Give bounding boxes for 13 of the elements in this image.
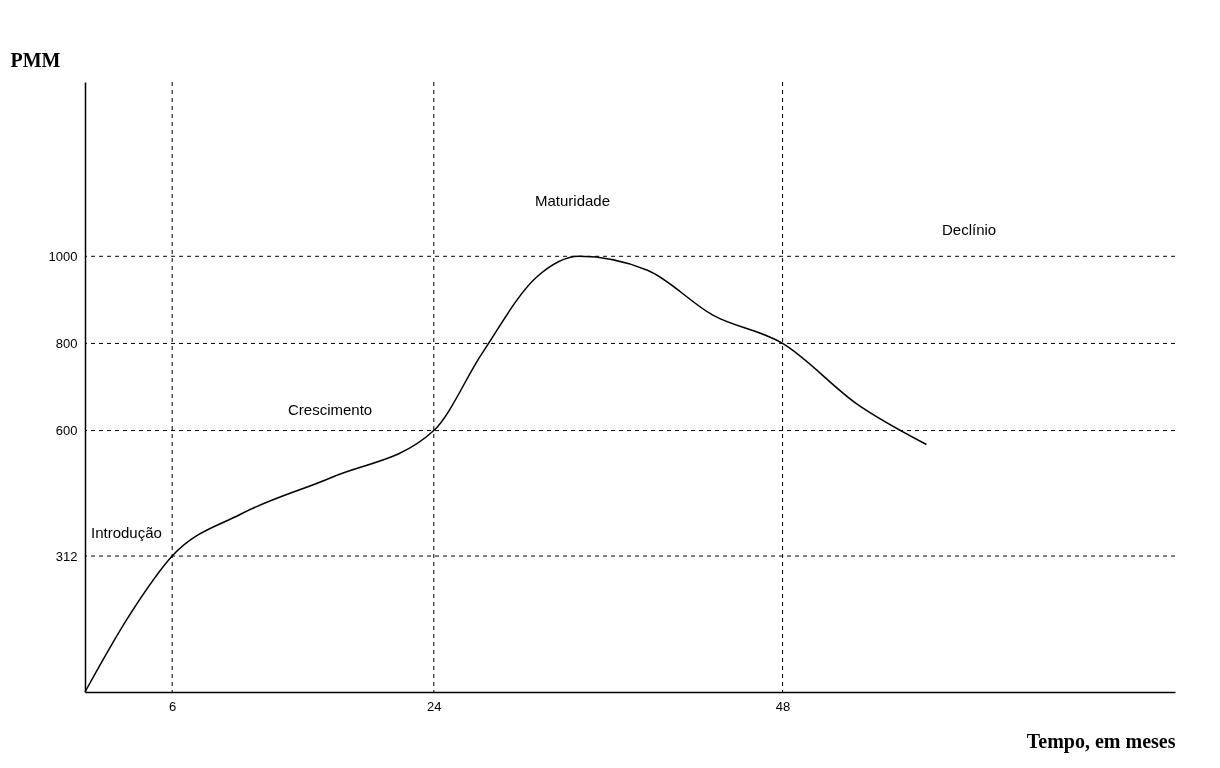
x-tick-label: 6	[169, 698, 177, 714]
y-tick-label: 312	[55, 548, 78, 564]
y-tick-label: 800	[55, 335, 78, 351]
y-axis-title: PMM	[10, 48, 61, 71]
annotation: Declínio	[942, 221, 997, 238]
x-axis-title: Tempo, em meses	[1026, 729, 1176, 753]
y-tick-label: 1000	[48, 248, 78, 264]
x-tick-label: 24	[427, 698, 442, 714]
y-tick-label: 600	[55, 423, 78, 439]
annotation: Crescimento	[288, 401, 373, 418]
annotation: Introdução	[91, 524, 162, 541]
annotation: Maturidade	[535, 192, 611, 209]
x-tick-label: 48	[775, 698, 791, 714]
